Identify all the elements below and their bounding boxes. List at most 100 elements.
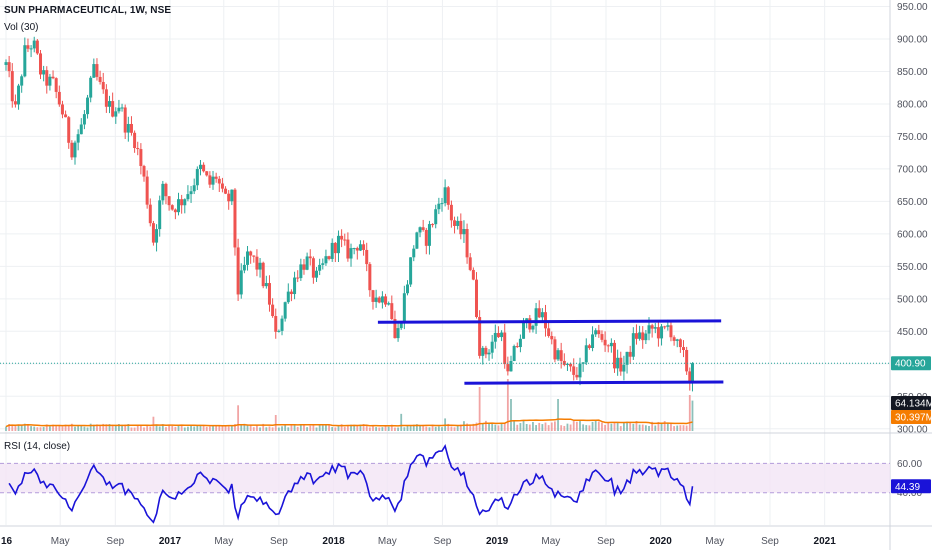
volume-ma-tag: 30.397M [891,410,932,424]
volume-bar [196,425,199,431]
candle [202,162,206,173]
candle [333,241,337,263]
candle [246,246,250,271]
volume-bar [268,426,271,431]
candle [352,247,356,255]
volume-bar [356,424,359,431]
candle [330,238,334,262]
candle-body [20,76,24,86]
candle-body [606,345,610,347]
candle [26,38,30,53]
candle [663,325,667,330]
volume-bar [212,425,214,431]
volume-bar [485,420,487,431]
candle [471,267,475,281]
volume-bar [20,425,23,431]
candle [327,255,331,261]
candle [619,351,623,376]
candle-body [405,284,409,294]
candle-body [73,142,77,158]
volume-bar [177,425,180,431]
candle-body [578,363,582,378]
volume-bar [306,427,309,431]
candle-body [537,308,541,318]
rsi-line [8,444,694,524]
candle [431,223,435,228]
candle-body [355,248,359,251]
candle-body [409,257,413,285]
candle [264,275,268,289]
volume-bar [506,379,509,431]
volume-bar [139,425,142,431]
candle [437,197,441,215]
candle-body [92,64,96,78]
time-tick-label: May [378,536,397,547]
candle-body [656,327,660,339]
candle [164,182,168,205]
candle-body [82,114,86,125]
candle [572,358,576,381]
candle [380,291,384,309]
candle [490,334,494,359]
volume-bar [469,425,472,431]
volume-bar [303,423,305,431]
volume-bar [171,426,174,431]
candle [249,250,253,264]
candle-body [666,325,670,327]
volume-bar [152,416,155,431]
candle-body [550,336,554,340]
candle-body [362,244,366,250]
candle-body [663,326,667,328]
candle [390,295,394,320]
time-tick-label: 2018 [322,536,345,547]
candle-body [151,223,155,243]
volume-bar [481,423,484,431]
time-tick-label: 2020 [650,536,673,547]
candle [195,166,199,191]
candle-body [111,101,115,117]
candle [139,143,143,175]
volume-bar [105,424,108,431]
volume-bar [403,427,406,431]
candle [562,353,566,367]
candle [324,249,328,266]
volume-bar [412,424,415,431]
volume-bar [136,425,139,431]
time-tick-label: 2019 [486,536,509,547]
candle [525,318,529,329]
candle-body [380,296,384,303]
volume-bar [431,424,434,431]
candle-body [515,346,519,348]
candle-body [177,199,181,213]
chart-title: SUN PHARMACEUTICAL, 1W, NSE [4,5,172,16]
candle-body [462,229,466,235]
volume-bar [554,421,556,431]
candle-body [108,101,112,107]
candle [89,75,93,103]
volume-bar [309,425,312,431]
candle-body [512,346,516,362]
volume-bar [234,424,236,431]
candle [7,55,11,78]
candle [126,116,130,142]
volume-bar [359,424,362,431]
volume-bar [459,424,462,431]
volume-bar [560,425,563,431]
candle-body [672,337,676,341]
candle [42,65,46,82]
candle [211,170,215,190]
candle-body [481,347,485,356]
candle-body [286,291,290,303]
candle-body [399,323,403,329]
candle [531,324,535,333]
candle [227,190,231,210]
volume-bar [36,427,39,431]
candle [424,227,428,255]
candle-body [402,293,406,324]
volume-bar [510,399,512,431]
candle [349,243,353,267]
volume-bar [663,421,666,431]
volume-bar [463,421,465,431]
candle-body [79,124,83,135]
